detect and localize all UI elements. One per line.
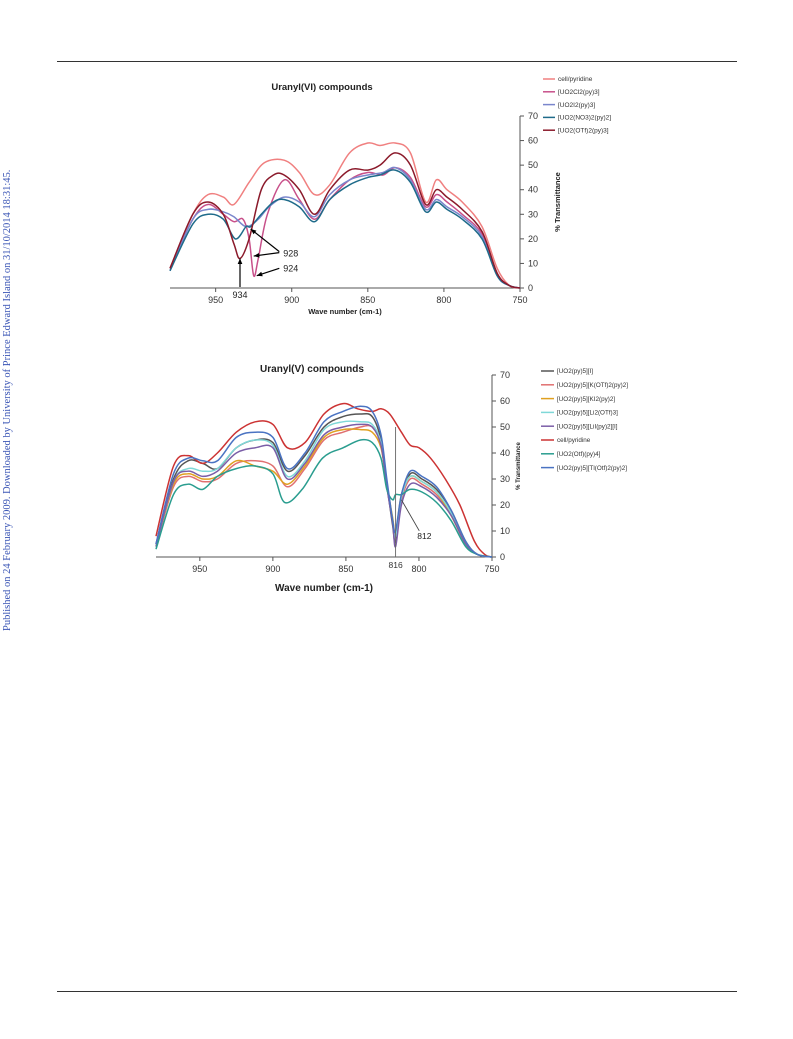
y-tick-label: 20 (500, 500, 510, 510)
legend-label: [UO2I2(py)3] (558, 102, 595, 109)
annotation-arrowhead (237, 258, 243, 265)
y-tick-label: 30 (528, 209, 538, 219)
legend-label: cell/pyridine (558, 76, 593, 83)
y-axis-label: % Transmittance (516, 441, 522, 489)
series-line-2 (155, 424, 493, 558)
legend-label: [UO2(py)5][KI2(py)2] (557, 396, 615, 403)
annotation-934: 934 (232, 290, 247, 300)
series-line-4 (169, 169, 521, 289)
x-axis-label: Wave number (cm-1) (308, 307, 382, 316)
legend-label: [UO2(py)5][LiI(py)2][I] (557, 423, 618, 430)
series-line-8 (155, 405, 493, 558)
legend-label: [UO2(py)5][I] (557, 368, 593, 375)
y-tick-label: 40 (528, 185, 538, 195)
x-tick-label: 800 (436, 295, 451, 305)
legend-label: [UO2(Otf)(py)4] (557, 451, 601, 458)
legend: cell/pyridine [UO2Cl2(py)3] [UO2I2(py)3] [U… (543, 76, 611, 134)
y-tick-label: 20 (528, 234, 538, 244)
chart-title: Uranyl(VI) compounds (271, 82, 372, 93)
legend-label: [UO2(NO3)2(py)2] (558, 115, 611, 122)
y-tick-label: 50 (500, 422, 510, 432)
y-tick-label: 10 (528, 258, 538, 268)
series-line-5 (155, 423, 493, 558)
legend-label: cell/pyridine (557, 437, 591, 444)
y-tick-label: 60 (528, 136, 538, 146)
series-line-3 (169, 166, 521, 289)
annotation-leader (401, 499, 420, 532)
series-line-2 (169, 166, 521, 289)
y-tick-label: 60 (500, 396, 510, 406)
series-line-6 (155, 402, 493, 558)
chart-title: Uranyl(V) compounds (260, 364, 364, 375)
annotation-928: 928 (283, 249, 298, 259)
x-axis-label: Wave number (cm-1) (275, 583, 373, 594)
y-tick-label: 10 (500, 526, 510, 536)
series-line-5 (169, 152, 521, 289)
x-tick-label: 750 (512, 295, 527, 305)
annotation-arrowhead (256, 271, 263, 277)
series-line-1 (169, 142, 521, 289)
y-tick-label: 0 (528, 283, 533, 293)
legend-label: [UO2Cl2(py)3] (558, 89, 600, 96)
legend-label: [UO2(py)5][K(OTf)2(py)2] (557, 382, 628, 389)
x-tick-label: 750 (484, 564, 499, 574)
x-extra-label: 816 (388, 560, 402, 570)
y-tick-label: 30 (500, 474, 510, 484)
x-tick-label: 950 (208, 295, 223, 305)
y-tick-label: 50 (528, 160, 538, 170)
legend-label: [UO2(py)5][Li2(OTf)3] (557, 410, 618, 417)
series-line-4 (155, 420, 493, 558)
chart-2: Uranyl(V) compounds 950 900 850 800 750 816 0 10… (155, 364, 628, 594)
y-tick-label: 70 (500, 370, 510, 380)
legend-label: [UO2(py)5][Tl(Otf)2(py)2] (557, 465, 627, 472)
x-tick-label: 850 (338, 564, 353, 574)
x-tick-label: 800 (411, 564, 426, 574)
y-axis-label: % Transmittance (553, 172, 562, 232)
annotation-arrowhead (253, 253, 260, 258)
y-tick-label: 0 (500, 552, 505, 562)
bottom-rule (57, 991, 737, 992)
top-rule (57, 61, 737, 62)
annotation-812: 812 (417, 531, 431, 541)
annotation-arrow (250, 228, 280, 253)
x-tick-label: 850 (360, 295, 375, 305)
annotation-924: 924 (283, 263, 298, 273)
y-tick-label: 70 (528, 111, 538, 121)
x-tick-label: 900 (265, 564, 280, 574)
x-tick-label: 950 (192, 564, 207, 574)
legend-label: [UO2(OTf)2(py)3] (558, 127, 609, 134)
series-line-7 (155, 438, 493, 558)
y-tick-label: 40 (500, 448, 510, 458)
annotation-arrowhead (250, 229, 257, 235)
legend: [UO2(py)5][I] [UO2(py)5][K(OTf)2(py)2] [UO… (541, 368, 628, 472)
x-tick-label: 900 (284, 295, 299, 305)
